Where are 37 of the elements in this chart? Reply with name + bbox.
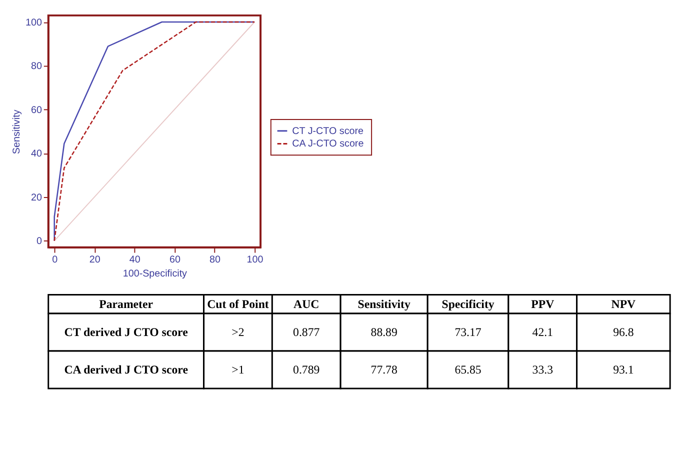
x-tick-label: 60 <box>169 254 181 266</box>
text: 93.1 <box>613 362 634 377</box>
x-axis-title: 100-Specificity <box>122 268 188 280</box>
y-tick-label: 40 <box>30 148 42 160</box>
y-tick-label: 80 <box>30 61 42 72</box>
text: Parameter <box>99 297 153 312</box>
legend-label: CT J-CTO score <box>292 126 364 137</box>
text: 0.877 <box>293 325 320 340</box>
text: Sensitivity <box>358 297 410 312</box>
text: 96.8 <box>613 325 634 340</box>
text: AUC <box>294 297 320 312</box>
text: CA derived J CTO score <box>64 362 188 377</box>
text: NPV <box>611 297 636 312</box>
text: PPV <box>531 297 555 312</box>
x-tick-label: 40 <box>129 254 141 266</box>
text: Specificity <box>442 297 494 312</box>
text: 77.78 <box>370 362 398 377</box>
text: 33.3 <box>532 362 554 377</box>
y-tick-label: 20 <box>30 192 42 204</box>
text: 65.85 <box>454 362 482 377</box>
text: 42.1 <box>532 325 554 340</box>
text: 0.789 <box>293 362 320 377</box>
legend-label: CA J-CTO score <box>292 138 364 150</box>
y-axis-title: Sensitivity <box>12 110 23 154</box>
text: CT derived J CTO score <box>64 325 188 340</box>
x-tick-label: 80 <box>210 254 221 266</box>
x-tick-label: 0 <box>52 254 58 266</box>
text: >2 <box>232 325 244 340</box>
x-tick-label: 100 <box>246 254 264 266</box>
text: >1 <box>232 362 244 377</box>
text: 88.89 <box>370 325 398 340</box>
y-tick-label: 0 <box>36 236 42 248</box>
y-tick-label: 100 <box>25 17 42 28</box>
x-tick-label: 20 <box>89 254 101 266</box>
text: Cut of Point <box>207 297 269 312</box>
text: 73.17 <box>454 325 482 340</box>
y-tick-label: 60 <box>30 104 42 116</box>
